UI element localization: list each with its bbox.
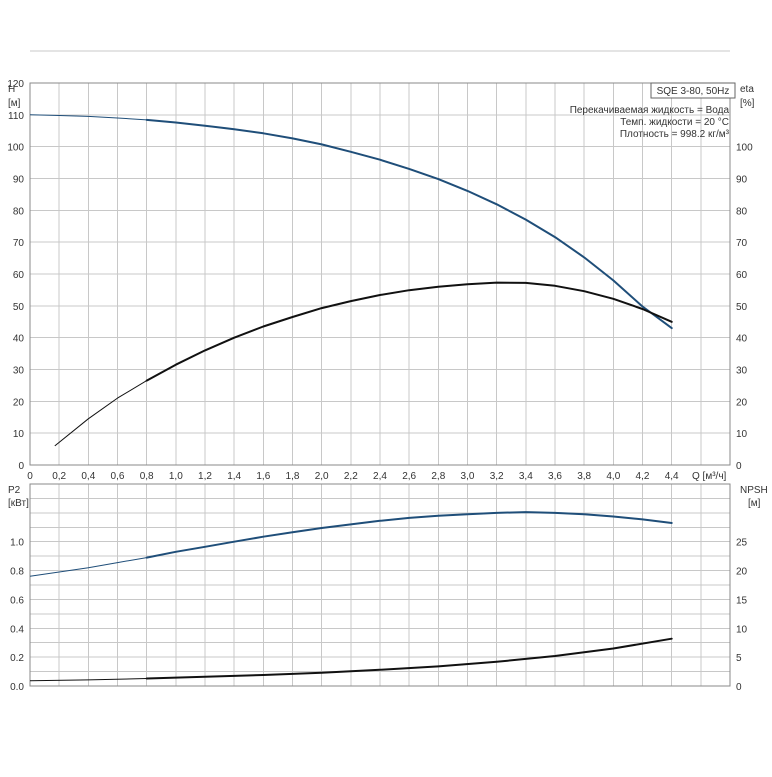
npsh-tick-label: 15 [736,595,748,606]
q-tick-label: 3,8 [577,471,591,482]
p2-axis-unit: [кВт] [8,498,29,509]
npsh-tick-label: 25 [736,538,748,549]
q-tick-label: 0,4 [81,471,95,482]
q-tick-label: 1,6 [256,471,270,482]
eta-axis-unit: [%] [740,98,755,109]
q-tick-label: 2,8 [431,471,445,482]
q-tick-label: 1,0 [169,471,183,482]
h-tick-label: 30 [13,366,25,377]
annotation-fluid: Перекачиваемая жидкость = Вода [570,105,730,116]
eta-curve-thin [54,364,177,447]
q-tick-label: 3,4 [519,471,533,482]
eta-tick-label: 10 [736,429,748,440]
h-tick-label: 50 [13,302,25,313]
eta-axis-label: eta [740,84,754,95]
q-tick-label: 1,8 [286,471,300,482]
npsh-tick-label: 20 [736,567,748,578]
p2-curve [145,511,673,559]
p2-tick-label: 0.6 [10,595,24,606]
q-tick-label: 3,0 [461,471,475,482]
npsh-curve-thin [29,678,147,682]
h-axis-unit: [м] [8,98,21,109]
q-tick-label: 1,4 [227,471,241,482]
chart-title: SQE 3-80, 50Hz [657,86,730,97]
p2-tick-label: 0.0 [10,682,24,693]
h-tick-label: 20 [13,397,25,408]
eta-tick-label: 90 [736,175,748,186]
eta-tick-label: 40 [736,334,748,345]
h-tick-label: 60 [13,270,25,281]
h-curve [145,118,673,330]
annotation-density: Плотность = 998.2 кг/м³ [620,129,730,140]
npsh-tick-label: 10 [736,624,748,635]
q-tick-label: 2,4 [373,471,387,482]
npsh-axis-label: NPSH [740,485,768,496]
h-tick-label: 110 [8,111,24,122]
q-axis-label: Q [м³/ч] [692,471,727,482]
eta-tick-label: 60 [736,270,748,281]
q-tick-label: 3,2 [490,471,504,482]
p2-tick-label: 1.0 [10,538,24,549]
npsh-curve [145,637,673,680]
h-tick-label: 120 [7,79,24,90]
plot-frame-bottom [29,483,731,687]
h-axis-label: H [8,84,15,95]
eta-tick-label: 30 [736,366,748,377]
q-tick-label: 4,0 [606,471,620,482]
h-tick-label: 100 [7,143,24,154]
q-tick-label: 0,8 [140,471,154,482]
eta-curve [145,281,673,382]
h-tick-label: 90 [13,175,25,186]
eta-tick-label: 100 [736,143,753,154]
q-tick-label: 0,6 [111,471,125,482]
q-tick-label: 4,4 [665,471,679,482]
q-tick-label: 2,6 [402,471,416,482]
q-tick-label: 1,2 [198,471,212,482]
p2-tick-label: 0.4 [10,624,24,635]
h-tick-label: 40 [13,334,25,345]
p2-tick-label: 0.8 [10,567,24,578]
eta-tick-label: 0 [736,461,742,472]
q-tick-label: 4,2 [636,471,650,482]
q-tick-label: 3,6 [548,471,562,482]
q-tick-label: 0 [27,471,33,482]
q-tick-label: 2,0 [315,471,329,482]
q-tick-label: 0,2 [52,471,66,482]
h-tick-label: 70 [13,238,25,249]
h-tick-label: 0 [18,461,24,472]
h-tick-label: 10 [13,429,25,440]
npsh-axis-unit: [м] [748,498,761,509]
title-box [650,82,736,99]
eta-tick-label: 50 [736,302,748,313]
p2-axis-label: P2 [8,485,21,496]
p2-tick-label: 0.2 [10,653,24,664]
npsh-tick-label: 5 [736,653,742,664]
annotation-temperature: Темп. жидкости = 20 °C [620,117,729,128]
q-tick-label: 2,2 [344,471,358,482]
eta-tick-label: 70 [736,238,748,249]
eta-tick-label: 80 [736,206,748,217]
eta-tick-label: 20 [736,397,748,408]
h-tick-label: 80 [13,206,25,217]
npsh-tick-label: 0 [736,682,742,693]
plot-frame-top [29,82,731,466]
